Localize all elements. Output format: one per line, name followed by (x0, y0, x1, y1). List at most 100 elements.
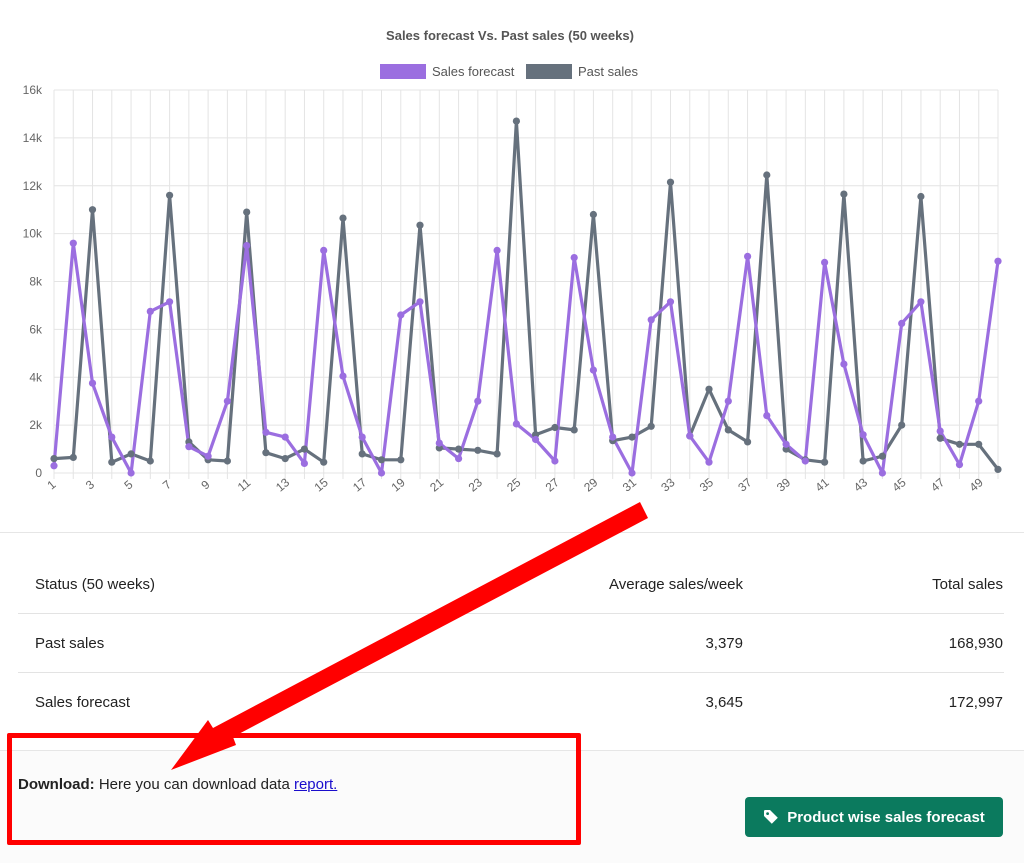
data-point (320, 246, 328, 254)
data-point (493, 450, 501, 458)
data-point (474, 397, 482, 405)
y-tick-label: 2k (29, 418, 43, 432)
y-tick-label: 12k (23, 179, 43, 193)
data-point (320, 458, 328, 466)
x-tick-label: 39 (774, 475, 793, 495)
data-point (859, 457, 867, 465)
data-point (50, 455, 58, 463)
data-point (994, 465, 1002, 473)
data-point (108, 433, 116, 441)
data-point (898, 319, 906, 327)
data-point (666, 298, 675, 306)
data-point (705, 385, 713, 393)
data-point (281, 455, 289, 463)
data-point (763, 412, 771, 420)
header-total: Total sales (932, 575, 1003, 593)
data-point (551, 457, 559, 465)
data-point (570, 426, 578, 434)
data-point (223, 457, 231, 465)
download-text: Here you can download data (98, 776, 290, 793)
x-tick-label: 29 (581, 475, 600, 495)
data-point (146, 457, 154, 465)
y-tick-label: 8k (29, 275, 43, 289)
data-point (262, 428, 270, 436)
data-point (69, 453, 77, 461)
data-point (50, 462, 58, 470)
legend-label: Past sales (578, 64, 638, 79)
y-tick-label: 0 (35, 466, 42, 480)
data-point (936, 427, 944, 435)
data-point (243, 208, 251, 216)
data-point (377, 456, 386, 464)
product-wise-sales-forecast-button[interactable]: Product wise sales forecast (745, 797, 1003, 837)
data-point (570, 254, 578, 262)
x-tick-label: 23 (466, 475, 485, 495)
x-tick-label: 25 (504, 475, 523, 495)
series-line (52, 241, 1000, 475)
data-point (686, 432, 694, 440)
summary-row-past-sales: Past sales 3,379 168,930 (18, 614, 1004, 673)
data-point (474, 446, 482, 454)
x-tick-label: 15 (312, 475, 331, 495)
data-point (185, 443, 193, 451)
download-label: Download: (18, 776, 95, 793)
x-tick-label: 35 (697, 475, 716, 495)
data-point (127, 450, 135, 458)
data-point (435, 439, 443, 447)
chart-title: Sales forecast Vs. Past sales (50 weeks) (386, 28, 634, 43)
summary-header-row: Status (50 weeks) Average sales/week Tot… (18, 555, 1004, 614)
data-point (821, 458, 829, 466)
data-point (88, 379, 97, 387)
data-point (108, 458, 116, 466)
data-point (589, 210, 598, 219)
data-point (204, 452, 212, 460)
section-divider (0, 532, 1024, 533)
data-point (628, 469, 636, 477)
data-point (609, 433, 617, 441)
data-point (455, 445, 463, 453)
data-point (512, 420, 521, 428)
x-tick-label: 5 (121, 477, 135, 492)
data-point (512, 117, 521, 125)
series-line (53, 119, 1000, 471)
header-average: Average sales/week (609, 575, 743, 593)
data-point (801, 457, 809, 465)
data-point (994, 257, 1002, 265)
data-point (551, 423, 559, 432)
data-point (975, 440, 983, 448)
data-point (744, 252, 752, 260)
data-point (724, 397, 732, 405)
chart-legend[interactable]: Sales forecast Past sales (380, 64, 638, 79)
data-point (628, 433, 636, 441)
data-point (88, 206, 97, 214)
row-average: 3,379 (705, 634, 743, 652)
data-point (397, 311, 405, 319)
data-point (166, 298, 174, 306)
legend-label: Sales forecast (432, 64, 515, 79)
x-tick-label: 3 (83, 477, 97, 492)
data-point (878, 469, 887, 477)
data-point (493, 246, 501, 254)
x-tick-label: 11 (235, 475, 254, 494)
data-point (917, 192, 925, 201)
data-point (358, 450, 366, 458)
download-line: Download: Here you can download data rep… (18, 776, 337, 793)
data-point (955, 440, 964, 448)
data-point (763, 171, 771, 179)
x-tick-label: 45 (889, 475, 908, 495)
x-tick-label: 49 (967, 475, 986, 495)
data-point (339, 372, 347, 380)
y-tick-label: 4k (29, 370, 43, 384)
data-point (223, 397, 231, 405)
data-point (243, 242, 251, 250)
data-point (377, 469, 386, 477)
legend-swatch (526, 64, 572, 79)
data-point (300, 459, 308, 467)
data-point (339, 214, 347, 222)
data-point (782, 440, 790, 448)
data-point (358, 433, 366, 441)
download-report-link[interactable]: report. (293, 776, 338, 793)
data-point (416, 221, 424, 229)
data-point (705, 458, 713, 466)
x-tick-label: 7 (160, 477, 174, 492)
